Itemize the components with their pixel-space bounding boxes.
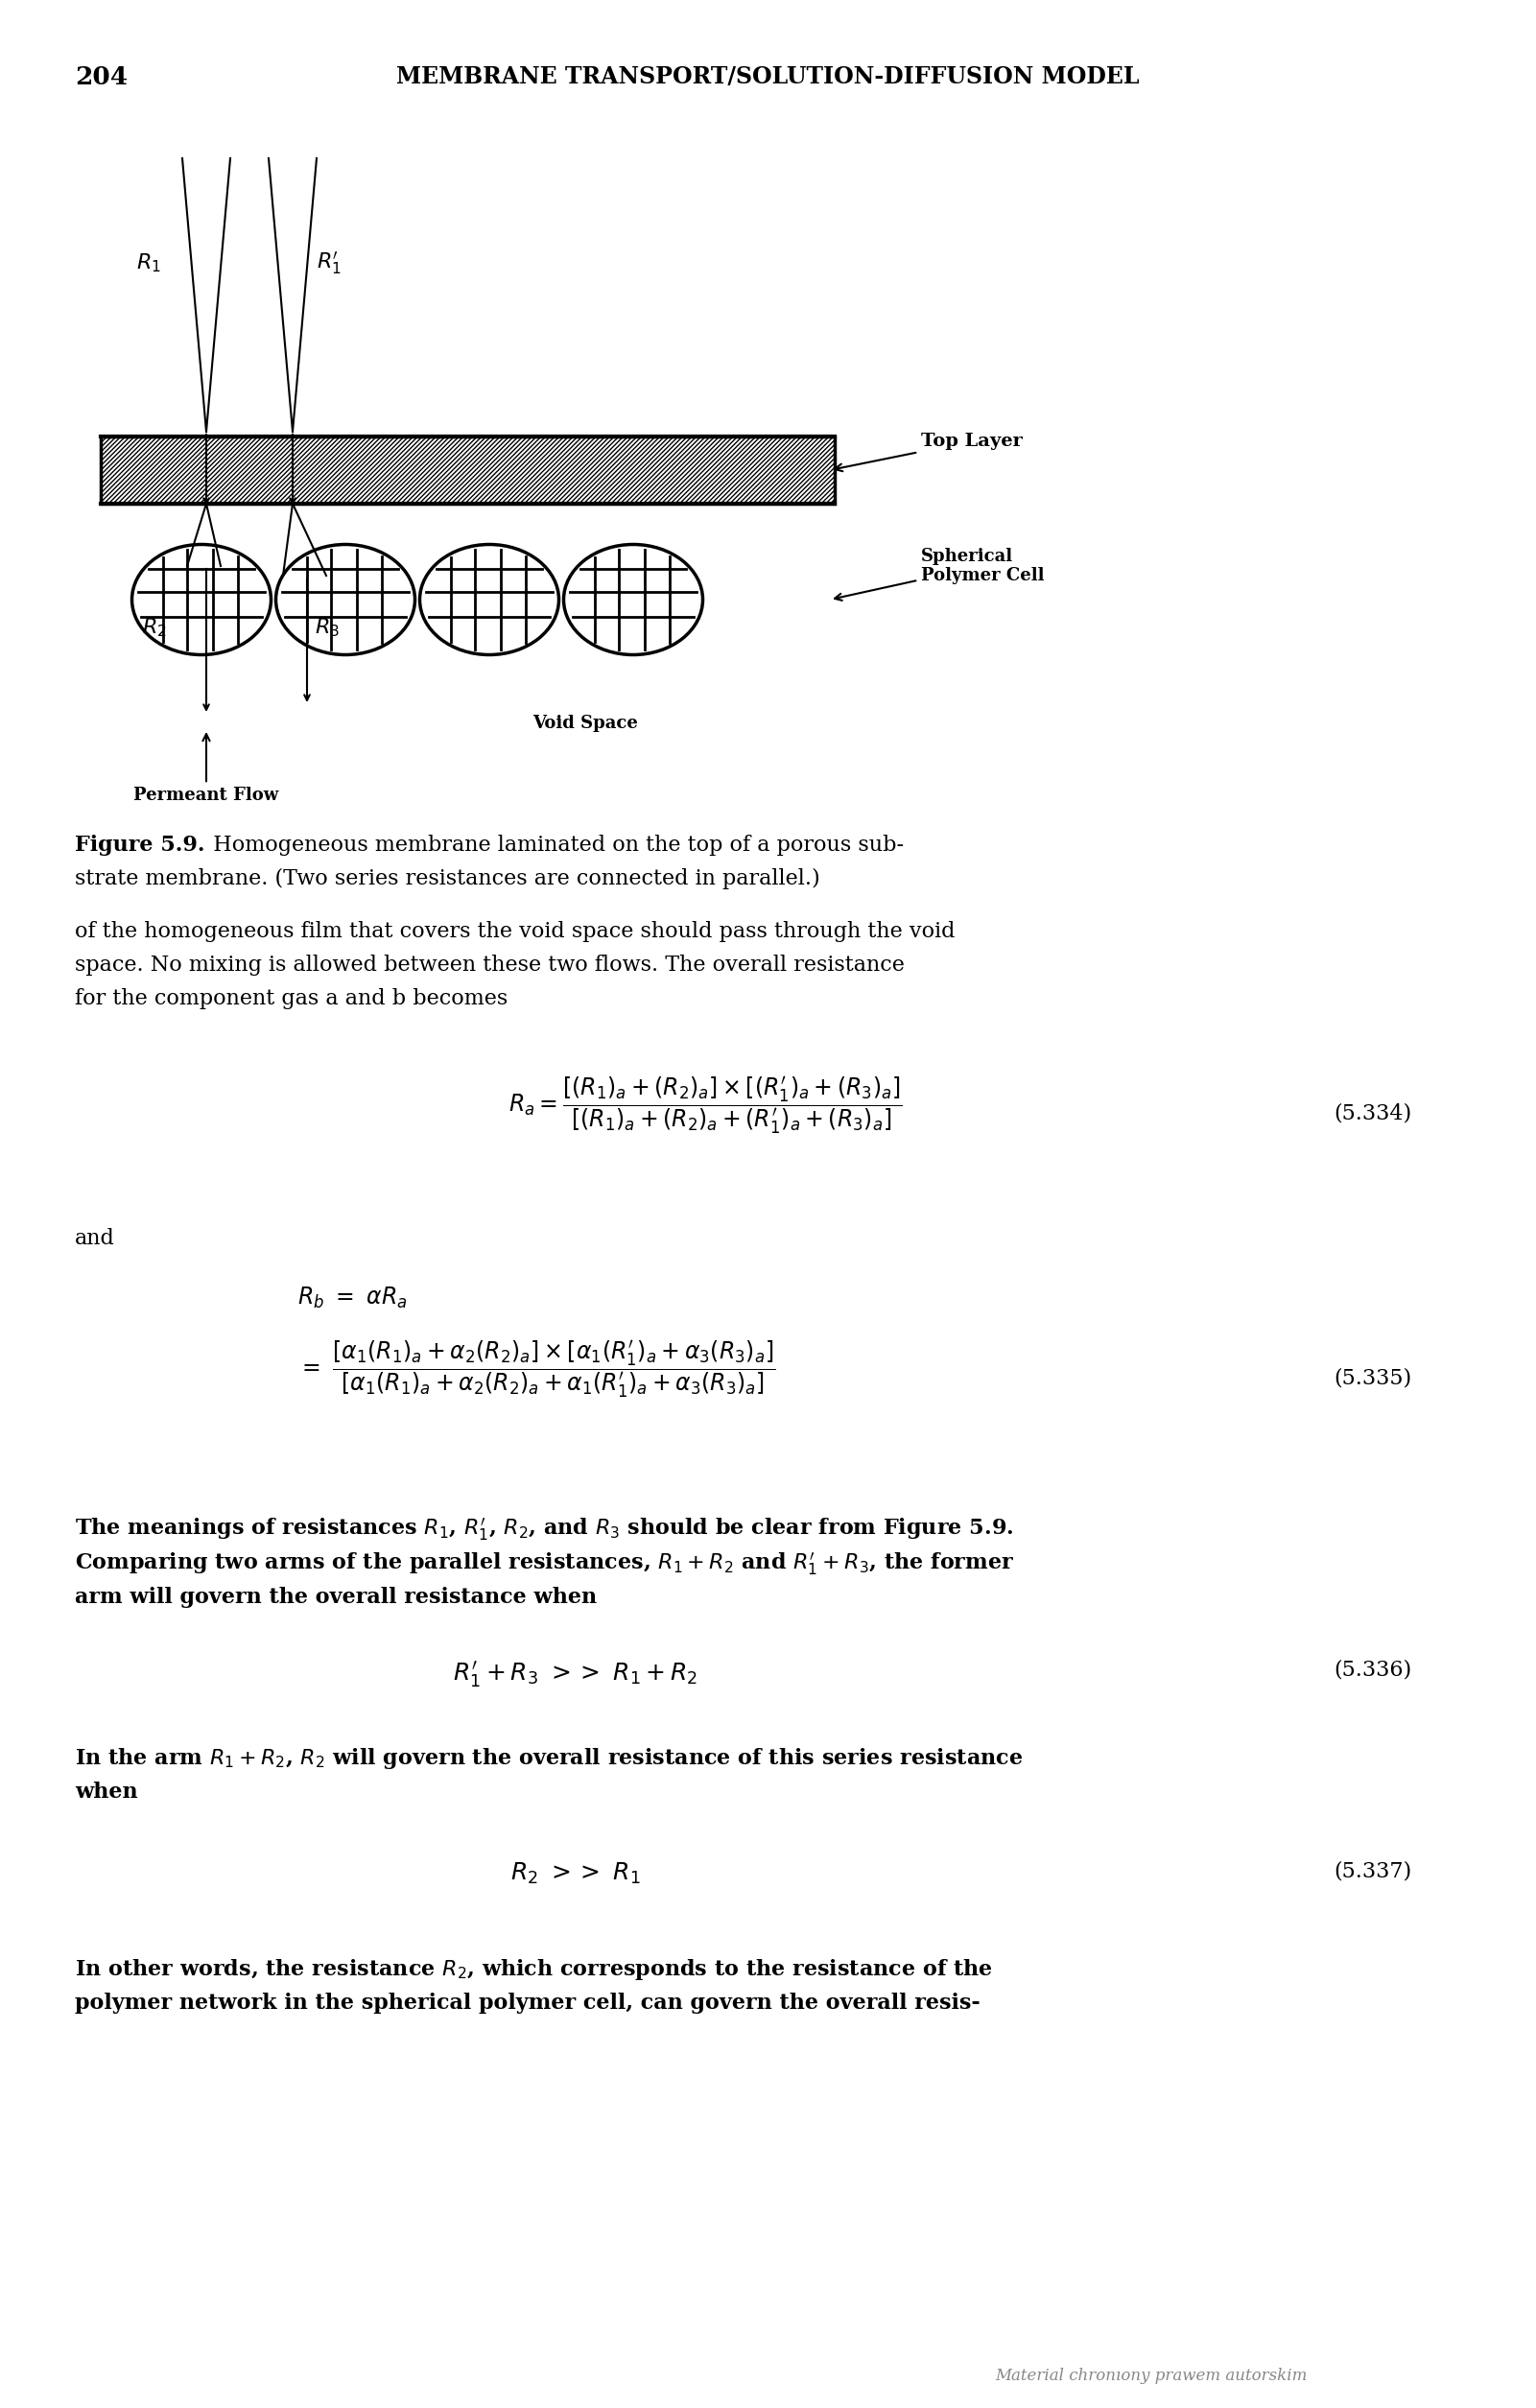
Text: Comparing two arms of the parallel resistances, $R_1 + R_2$ and $R_1' + R_3$, th: Comparing two arms of the parallel resis… [75, 1551, 1014, 1577]
Bar [101, 436, 834, 503]
Text: strate membrane. (Two series resistances are connected in parallel.): strate membrane. (Two series resistances… [75, 869, 820, 889]
Text: In other words, the resistance $R_2$, which corresponds to the resistance of the: In other words, the resistance $R_2$, wh… [75, 1958, 992, 1982]
Text: $R_1$: $R_1$ [137, 250, 161, 275]
Text: MEMBRANE TRANSPORT/SOLUTION-DIFFUSION MODEL: MEMBRANE TRANSPORT/SOLUTION-DIFFUSION MO… [396, 65, 1140, 89]
Text: $R_b\ =\ \alpha R_a$: $R_b\ =\ \alpha R_a$ [298, 1286, 407, 1310]
Text: when: when [75, 1782, 138, 1804]
Text: $R_1'$: $R_1'$ [316, 250, 341, 277]
Text: for the component gas a and b becomes: for the component gas a and b becomes [75, 987, 508, 1009]
Text: space. No mixing is allowed between these two flows. The overall resistance: space. No mixing is allowed between thes… [75, 954, 905, 975]
Text: $R_a = \dfrac{[(R_1)_a + (R_2)_a] \times [(R_1^{\prime})_a + (R_3)_a]}{[(R_1)_a : $R_a = \dfrac{[(R_1)_a + (R_2)_a] \times… [508, 1074, 903, 1137]
Text: (5.336): (5.336) [1333, 1659, 1412, 1681]
Text: In the arm $R_1 + R_2$, $R_2$ will govern the overall resistance of this series : In the arm $R_1 + R_2$, $R_2$ will gover… [75, 1746, 1023, 1770]
Text: Permeant Flow: Permeant Flow [134, 734, 280, 804]
Text: 204: 204 [75, 65, 127, 89]
Text: Spherical
Polymer Cell: Spherical Polymer Cell [834, 547, 1044, 600]
Text: $=\ \dfrac{[\alpha_1(R_1)_a + \alpha_2(R_2)_a] \times [\alpha_1(R_1^{\prime})_a : $=\ \dfrac{[\alpha_1(R_1)_a + \alpha_2(R… [298, 1339, 776, 1399]
Text: (5.334): (5.334) [1333, 1103, 1412, 1125]
Ellipse shape [564, 544, 703, 655]
Text: The meanings of resistances $R_1$, $R_1'$, $R_2$, and $R_3$ should be clear from: The meanings of resistances $R_1$, $R_1'… [75, 1515, 1014, 1541]
Text: polymer network in the spherical polymer cell, can govern the overall resis-: polymer network in the spherical polymer… [75, 1991, 980, 2013]
Text: Top Layer: Top Layer [834, 433, 1023, 472]
Text: arm will govern the overall resistance when: arm will govern the overall resistance w… [75, 1587, 598, 1609]
Text: $R_2\ >>\ R_1$: $R_2\ >>\ R_1$ [510, 1861, 641, 1885]
Ellipse shape [419, 544, 559, 655]
Ellipse shape [276, 544, 415, 655]
Text: (5.335): (5.335) [1333, 1368, 1412, 1387]
Text: (5.337): (5.337) [1333, 1861, 1412, 1883]
Text: Homogeneous membrane laminated on the top of a porous sub-: Homogeneous membrane laminated on the to… [200, 836, 903, 855]
Text: Figure 5.9.: Figure 5.9. [75, 836, 204, 855]
Text: of the homogeneous film that covers the void space should pass through the void: of the homogeneous film that covers the … [75, 920, 955, 942]
Text: $R_1' + R_3\ >>\ R_1 + R_2$: $R_1' + R_3\ >>\ R_1 + R_2$ [453, 1659, 699, 1690]
Text: Material chronıony prawem autorskim: Material chronıony prawem autorskim [995, 2367, 1307, 2384]
Text: Void Space: Void Space [533, 715, 637, 732]
Text: $R_2$: $R_2$ [141, 616, 167, 638]
Ellipse shape [132, 544, 270, 655]
Text: and: and [75, 1228, 115, 1250]
Text: $R_3$: $R_3$ [315, 616, 339, 638]
